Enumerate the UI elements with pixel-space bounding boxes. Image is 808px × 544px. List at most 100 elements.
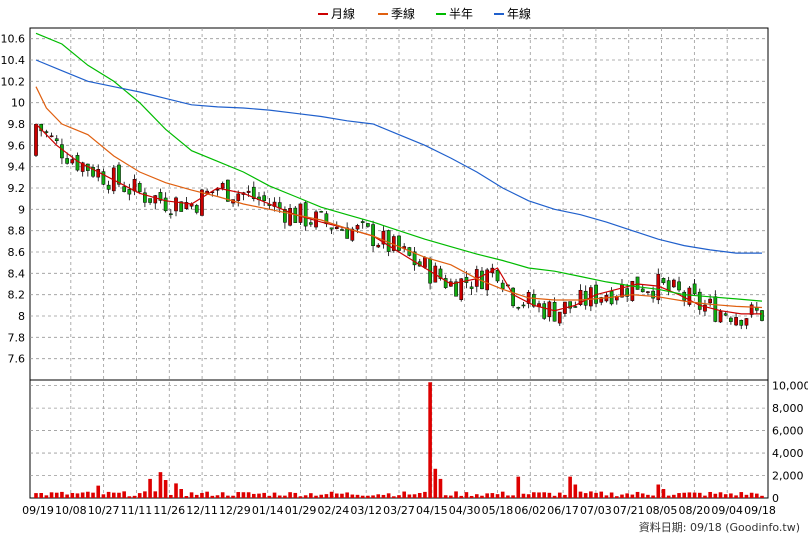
legend-label: 月線 <box>331 6 355 21</box>
candle-body <box>386 230 391 252</box>
volume-bar <box>542 492 546 498</box>
volume-bars <box>34 382 764 498</box>
volume-bar <box>568 476 572 498</box>
volume-tick-label: 8,000 <box>772 402 804 415</box>
volume-bar <box>739 492 744 498</box>
volume-bar <box>96 485 101 498</box>
volume-bar <box>532 492 536 498</box>
volume-bar <box>438 478 443 498</box>
candle-body <box>495 270 500 282</box>
x-tick-label: 04/15 <box>416 504 448 517</box>
candle-body <box>568 301 572 309</box>
candle-body <box>44 131 49 133</box>
volume-bar <box>184 496 189 498</box>
candle-body <box>671 279 676 288</box>
price-tick-label: 8.2 <box>8 289 26 302</box>
volume-bar <box>589 491 593 498</box>
volume-bar <box>692 492 697 498</box>
volume-bar <box>241 492 246 498</box>
candle-body <box>573 306 578 308</box>
volume-bar <box>371 495 375 498</box>
candle-body <box>646 291 650 293</box>
candle-body <box>397 235 401 251</box>
candle-body <box>661 278 666 284</box>
volume-bar <box>215 495 220 498</box>
price-tick-label: 10.4 <box>1 54 26 67</box>
volume-bar <box>464 492 469 498</box>
candle-body <box>443 278 448 288</box>
x-tick-label: 09/18 <box>744 504 776 517</box>
candle-body <box>485 269 490 291</box>
volume-bar <box>635 491 640 498</box>
volume-bar <box>324 494 329 498</box>
candle-body <box>127 189 132 195</box>
ma-line <box>35 32 763 302</box>
candle-body <box>381 230 386 245</box>
volume-bar <box>661 489 666 498</box>
volume-tick-label: 6,000 <box>772 425 804 438</box>
ma-line <box>35 86 763 309</box>
x-tick-label: 02/24 <box>318 504 350 517</box>
candle-body <box>360 221 365 223</box>
volume-bar <box>329 491 334 498</box>
candle-body <box>734 317 738 326</box>
volume-bar <box>723 494 728 498</box>
candle-body <box>200 189 204 216</box>
volume-bar <box>179 489 183 498</box>
x-tick-label: 01/14 <box>252 504 284 517</box>
x-tick-label: 06/17 <box>547 504 579 517</box>
candle-body <box>708 298 712 304</box>
volume-bar <box>366 495 370 498</box>
x-axis: 09/19 10/08 10/27 11/11 11/26 12/11 12/29 01/14… <box>22 504 776 517</box>
candle-body <box>718 311 723 323</box>
candle-body <box>599 297 604 303</box>
volume-bar <box>485 493 489 498</box>
candle-body <box>148 198 152 203</box>
volume-bar <box>75 493 80 498</box>
candle-body <box>262 195 267 201</box>
x-tick-label: 01/29 <box>285 504 317 517</box>
legend-label: 年線 <box>507 6 531 21</box>
volume-bar <box>713 493 718 498</box>
price-tick-label: 10 <box>11 97 25 110</box>
volume-bar <box>220 492 225 498</box>
volume-bar <box>345 492 349 498</box>
volume-bar <box>620 494 624 498</box>
volume-bar <box>163 480 168 498</box>
volume-bar <box>288 492 292 498</box>
candles <box>34 123 764 330</box>
volume-bar <box>298 496 303 498</box>
volume-bar <box>604 495 609 498</box>
volume-bar <box>340 493 344 498</box>
candle-body <box>703 304 707 312</box>
volume-bar <box>350 494 355 498</box>
candle-body <box>376 244 381 248</box>
volume-bar <box>423 491 427 498</box>
volume-bar <box>609 492 614 498</box>
volume-bar <box>360 495 365 498</box>
volume-bar <box>210 495 215 498</box>
volume-bar <box>267 495 272 498</box>
volume-bar <box>552 495 557 498</box>
volume-bar <box>459 495 464 498</box>
legend: 月線 季線 半年 年線 <box>318 6 531 21</box>
candle-body <box>578 289 583 305</box>
candle-body <box>412 251 417 266</box>
volume-bar <box>205 491 209 498</box>
volume-bar <box>34 493 38 498</box>
candle-body <box>760 310 764 321</box>
candle-body <box>153 195 158 204</box>
candle-body <box>251 186 256 199</box>
volume-bar <box>309 493 313 498</box>
candle-body <box>75 155 80 171</box>
volume-bar <box>666 495 671 498</box>
x-tick-label: 09/04 <box>711 504 743 517</box>
candle-body <box>158 192 163 201</box>
volume-bar <box>355 494 360 498</box>
candle-body <box>194 205 199 213</box>
volume-bar <box>277 495 282 498</box>
volume-bar <box>122 491 126 498</box>
candle-body <box>340 229 344 231</box>
price-axis: 10.6 10.4 10.2 10 9.8 9.6 9.4 9.2 9 8.8 8.6 8.4 8.2 8… <box>1 33 26 366</box>
